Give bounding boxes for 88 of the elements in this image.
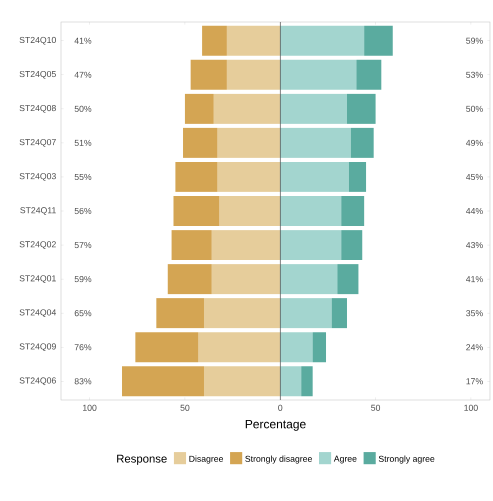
bar [168, 264, 212, 294]
bar [280, 26, 364, 56]
annotation: 57% [74, 242, 92, 248]
y-tick-label: ST24Q03 [20, 173, 56, 181]
y-tick-label: ST24Q10 [20, 36, 56, 45]
legend-title: Response [117, 454, 167, 465]
bar [212, 264, 280, 294]
bar [280, 332, 313, 362]
bar [173, 196, 220, 226]
bar [217, 162, 280, 192]
bar [280, 128, 351, 158]
y-tick-label: ST24Q04 [20, 309, 56, 318]
annotation: 76% [74, 344, 92, 350]
annotation: 43% [466, 242, 483, 248]
bar [348, 162, 366, 192]
x-tick-label: 100 [464, 404, 478, 411]
annotation: 17% [466, 378, 483, 384]
legend-label: Strongly disagree [245, 456, 312, 464]
bar [364, 26, 393, 56]
bar [280, 162, 349, 192]
annotation: 51% [74, 140, 92, 146]
legend-label: Disagree [189, 456, 224, 464]
bar [280, 60, 357, 90]
y-tick-label: ST24Q02 [20, 241, 56, 249]
annotation: 35% [466, 310, 483, 316]
legend-label: Strongly agree [378, 456, 434, 464]
annotation: 45% [466, 174, 483, 180]
bar [175, 162, 218, 192]
bar [226, 26, 280, 56]
bar [202, 26, 227, 56]
bar [183, 128, 218, 158]
annotation: 65% [74, 310, 92, 316]
annotation: 49% [466, 140, 483, 146]
bar [219, 196, 280, 226]
bar [122, 366, 204, 396]
x-axis-title: Percentage [246, 420, 306, 431]
y-tick-label: ST24Q08 [20, 105, 56, 113]
bar [280, 264, 338, 294]
bar [312, 332, 326, 362]
annotation: 44% [466, 208, 483, 214]
y-tick-label: ST24Q11 [20, 207, 56, 215]
bar [346, 94, 376, 124]
bar [198, 332, 280, 362]
annotation: 56% [74, 208, 92, 214]
y-tick-label: ST24Q07 [20, 139, 56, 147]
bar [341, 230, 362, 260]
annotation: 41% [466, 276, 483, 282]
annotation: 55% [74, 174, 92, 180]
bar [190, 60, 227, 90]
bar [280, 94, 347, 124]
annotation: 41% [74, 38, 92, 44]
annotation: 53% [466, 72, 483, 78]
bar [280, 366, 302, 396]
bar [332, 298, 347, 328]
annotation: 50% [74, 106, 92, 112]
annotation: 59% [466, 38, 483, 44]
bar [156, 298, 204, 328]
bar [214, 94, 280, 124]
bar [217, 128, 280, 158]
bar [337, 264, 358, 294]
y-tick-label: ST24Q01 [20, 275, 56, 283]
bar [212, 230, 280, 260]
annotation: 47% [74, 72, 92, 78]
bar [204, 298, 280, 328]
bar [301, 366, 313, 396]
x-tick-label: 100 [83, 404, 96, 411]
bar [226, 60, 280, 90]
bar [280, 298, 332, 328]
bar [172, 230, 212, 260]
annotation: 24% [466, 344, 483, 350]
bar [356, 60, 382, 90]
bar [280, 230, 342, 260]
y-tick-label: ST24Q09 [20, 343, 56, 352]
legend-label: Agree [334, 456, 357, 464]
x-tick-label: 50 [371, 404, 380, 411]
bar [350, 128, 374, 158]
annotation: 50% [466, 106, 483, 112]
x-tick-label: 0 [278, 404, 282, 411]
bar [204, 366, 280, 396]
y-tick-label: ST24Q05 [20, 70, 56, 79]
annotation: 59% [74, 276, 92, 282]
y-tick-label: ST24Q06 [20, 377, 56, 386]
x-tick-label: 50 [180, 404, 190, 411]
bar [184, 94, 214, 124]
annotation: 83% [74, 378, 92, 384]
bar [135, 332, 198, 362]
bar [280, 196, 342, 226]
bar [341, 196, 364, 226]
